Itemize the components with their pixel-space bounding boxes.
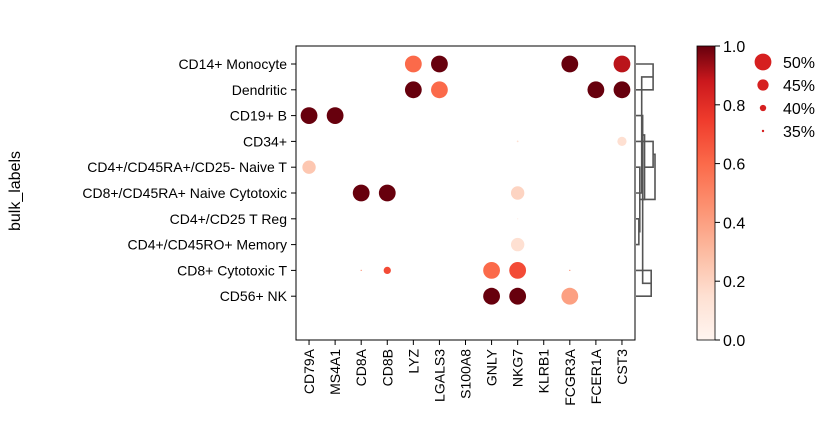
size-legend-dot (761, 129, 765, 133)
dot-cd14-monocyte-lyz (404, 55, 422, 73)
colorbar-tick-label: 0.4 (723, 215, 745, 232)
size-legend-label: 50% (783, 55, 815, 72)
dot-cd8-cytotoxic-t-nkg7 (509, 262, 527, 279)
group-label-cd8-cd45ra-naive-cytotoxic: CD8+/CD45RA+ Naive Cytotoxic (82, 185, 287, 201)
dot-cd14-monocyte-cst3 (613, 55, 631, 73)
dot-cd8-cd45ra-naive-cytotoxic-nkg7 (510, 186, 525, 200)
size-legend-dot (754, 53, 772, 71)
size-legend-label: 45% (783, 78, 815, 95)
colorbar-tick-label: 0.6 (723, 157, 745, 174)
gene-label-nkg7: NKG7 (510, 349, 526, 387)
dot-dendritic-cst3 (613, 81, 631, 99)
group-label-cd4-cd45ro-memory: CD4+/CD45RO+ Memory (128, 237, 288, 253)
group-label-cd8-cytotoxic-t: CD8+ Cytotoxic T (177, 262, 287, 278)
dot-cd14-monocyte-lgals3 (431, 55, 448, 73)
dot-cd4-cd25-t-reg-nkg7 (517, 218, 519, 220)
gene-label-cd8b: CD8B (379, 349, 395, 386)
gene-label-lyz: LYZ (405, 349, 421, 374)
gene-label-ms4a1: MS4A1 (327, 349, 343, 395)
colorbar-ticks: 0.0 0.2 0.4 0.6 0.8 1.0 (715, 39, 745, 350)
group-label-dendritic: Dendritic (232, 82, 287, 98)
plot-frame (295, 45, 636, 341)
dot-cd8-cytotoxic-t-cd8a (360, 269, 362, 271)
gene-labels: CD79A MS4A1 CD8A CD8B LYZ LGALS3 S100A8 GNLY NKG… (301, 340, 630, 406)
dot-cd14-monocyte-fcgr3a (561, 55, 579, 73)
dot-cd56-nk-nkg7 (509, 287, 527, 305)
group-label-cd34: CD34+ (243, 133, 287, 149)
gene-label-klrb1: KLRB1 (536, 349, 552, 394)
size-legend-label: 35% (783, 124, 815, 141)
gene-label-cst3: CST3 (614, 349, 630, 385)
dendrogram-link-9 (642, 153, 656, 201)
gene-label-cd8a: CD8A (353, 348, 369, 386)
gene-label-cd79a: CD79A (301, 348, 317, 394)
gene-label-fcer1a: FCER1A (588, 348, 604, 404)
gene-label-gnly: GNLY (484, 348, 500, 386)
gene-label-s100a8: S100A8 (458, 349, 474, 399)
colorbar-tick-label: 0.0 (723, 333, 745, 350)
dot-cd34-nkg7 (516, 140, 519, 143)
colorbar-tick-label: 0.2 (723, 274, 745, 291)
dot-dendritic-lgals3 (431, 81, 448, 99)
dot-cd8-cytotoxic-t-cd8b (383, 266, 391, 275)
dot-dendritic-fcer1a (587, 81, 605, 99)
dot-dendritic-lyz (404, 81, 422, 99)
dendrogram (636, 63, 656, 297)
group-label-cd19-b: CD19+ B (230, 108, 287, 124)
dot-cd4-cd45ro-memory-nkg7 (510, 237, 525, 252)
colorbar-tick-label: 0.8 (723, 98, 745, 115)
group-label-cd14-monocyte: CD14+ Monocyte (178, 56, 287, 72)
dot-cd19-b-ms4a1 (326, 107, 344, 124)
colorbar (696, 45, 716, 341)
group-label-cd4-cd25-t-reg: CD4+/CD25 T Reg (170, 211, 287, 227)
size-legend-dot (757, 79, 769, 91)
size-legend-dot (759, 104, 767, 112)
dot-cd8-cytotoxic-t-gnly (483, 262, 500, 279)
gene-label-lgals3: LGALS3 (431, 349, 447, 402)
dendrogram-link-5 (636, 218, 640, 246)
size-legend-label: 40% (783, 101, 815, 118)
dot-cd56-nk-gnly (483, 287, 500, 305)
y-axis-label: bulk_labels (7, 151, 24, 231)
dot-cd4-cd45ra-cd25-naive-t-cd79a (302, 160, 316, 174)
dot-cd8-cd45ra-naive-cytotoxic-cd8a (352, 184, 370, 202)
dendrogram-link-6 (636, 166, 641, 233)
gene-label-fcgr3a: FCGR3A (562, 348, 578, 405)
dots-layer (300, 55, 631, 305)
dot-cd56-nk-fcgr3a (561, 287, 579, 305)
dot-cd34-cst3 (617, 136, 627, 146)
dot-cd8-cd45ra-naive-cytotoxic-cd8b (378, 184, 396, 202)
group-label-cd4-cd45ra-cd25-naive-t: CD4+/CD45RA+/CD25- Naive T (87, 159, 287, 175)
group-label-cd56-nk: CD56+ NK (220, 288, 288, 304)
size-legend: 50% 45% 40% 35% (754, 53, 815, 141)
dot-cd19-b-cd79a (300, 107, 318, 124)
group-labels: CD14+ Monocyte Dendritic CD19+ B CD34+ CD4+/… (82, 56, 296, 304)
dot-cd8-cytotoxic-t-fcgr3a (569, 269, 571, 271)
colorbar-tick-label: 1.0 (723, 39, 745, 56)
